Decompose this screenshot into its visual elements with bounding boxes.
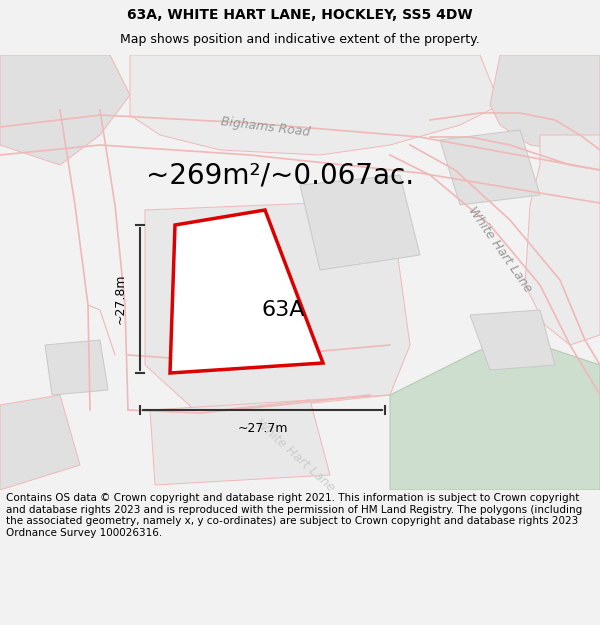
Text: Bighams Road: Bighams Road (220, 115, 310, 139)
Polygon shape (390, 345, 600, 490)
Text: ~27.8m: ~27.8m (113, 274, 127, 324)
Polygon shape (0, 55, 130, 165)
Text: ~27.7m: ~27.7m (237, 421, 288, 434)
Polygon shape (525, 135, 600, 345)
Text: White Hart Lane: White Hart Lane (466, 204, 535, 296)
Polygon shape (440, 130, 540, 205)
Polygon shape (0, 395, 80, 490)
Text: 63A, WHITE HART LANE, HOCKLEY, SS5 4DW: 63A, WHITE HART LANE, HOCKLEY, SS5 4DW (127, 8, 473, 22)
Text: Map shows position and indicative extent of the property.: Map shows position and indicative extent… (120, 33, 480, 46)
Polygon shape (170, 210, 323, 373)
Polygon shape (490, 55, 600, 150)
Polygon shape (130, 55, 500, 155)
Polygon shape (145, 200, 410, 415)
Polygon shape (470, 310, 555, 370)
Polygon shape (150, 400, 330, 485)
Text: ~269m²/~0.067ac.: ~269m²/~0.067ac. (146, 161, 414, 189)
Polygon shape (45, 340, 108, 395)
Polygon shape (300, 175, 420, 270)
Text: White Hart Lane: White Hart Lane (253, 416, 337, 494)
Text: 63A: 63A (261, 300, 305, 320)
Text: Contains OS data © Crown copyright and database right 2021. This information is : Contains OS data © Crown copyright and d… (6, 493, 582, 538)
